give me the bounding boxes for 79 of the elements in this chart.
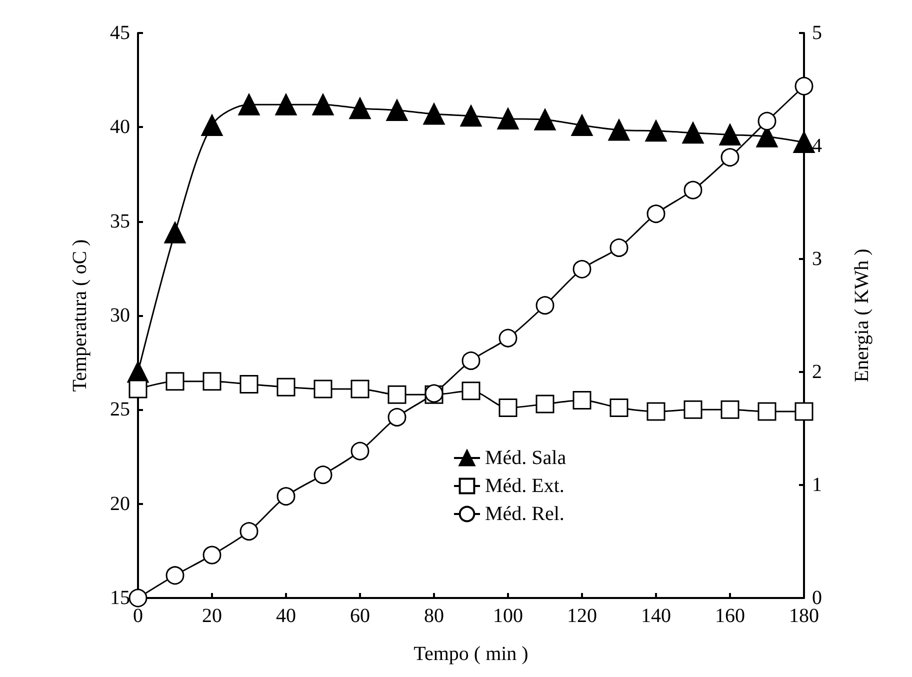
x-axis-title: Tempo ( min ) bbox=[414, 643, 528, 665]
point bbox=[202, 372, 222, 391]
y-axis-title: Temperatura ( oC ) bbox=[69, 239, 91, 392]
y-tick-label: 25 bbox=[110, 398, 130, 421]
legend-label: Méd. Rel. bbox=[485, 503, 564, 525]
x-tick-label: 20 bbox=[202, 605, 222, 627]
point bbox=[166, 566, 184, 585]
point bbox=[238, 94, 260, 116]
point bbox=[646, 402, 666, 421]
point bbox=[794, 402, 814, 421]
point bbox=[388, 408, 406, 426]
point bbox=[720, 148, 740, 167]
point bbox=[534, 108, 556, 130]
point bbox=[462, 382, 480, 400]
point bbox=[386, 99, 408, 121]
point bbox=[202, 546, 222, 564]
x-tick-label: 120 bbox=[567, 605, 597, 627]
point bbox=[497, 108, 519, 130]
point bbox=[498, 398, 518, 418]
point bbox=[610, 398, 628, 418]
point bbox=[314, 466, 332, 484]
x-tick-label: 100 bbox=[493, 605, 523, 627]
point bbox=[240, 522, 258, 541]
y-tick-label: 20 bbox=[110, 492, 130, 515]
point bbox=[572, 260, 592, 278]
point bbox=[719, 124, 741, 146]
x-tick-label: 160 bbox=[715, 605, 745, 627]
point bbox=[349, 98, 371, 120]
y-tick-label: 45 bbox=[110, 22, 130, 44]
point bbox=[571, 114, 593, 136]
x-tick-label: 80 bbox=[424, 605, 444, 627]
x-tick-label: 140 bbox=[641, 605, 671, 627]
point bbox=[276, 378, 296, 396]
y2-axis-title: Energia ( KWh ) bbox=[851, 248, 873, 382]
point bbox=[758, 402, 776, 421]
point bbox=[536, 394, 554, 414]
point bbox=[608, 119, 630, 141]
point bbox=[314, 380, 332, 398]
x-tick-label: 60 bbox=[350, 605, 370, 627]
point bbox=[682, 122, 704, 144]
point bbox=[610, 238, 628, 257]
point bbox=[572, 391, 592, 410]
point bbox=[684, 180, 702, 200]
y-tick-label: 35 bbox=[110, 210, 130, 232]
legend-label: Méd. Sala bbox=[485, 447, 566, 469]
point bbox=[388, 385, 406, 404]
point bbox=[684, 400, 702, 419]
point bbox=[201, 114, 223, 136]
x-tick-label: 40 bbox=[276, 605, 296, 627]
legend-label: Méd. Ext. bbox=[485, 475, 564, 497]
y2-tick-label: 4 bbox=[812, 135, 822, 157]
y-tick-label: 30 bbox=[110, 304, 130, 326]
point bbox=[350, 442, 370, 460]
y2-tick-label: 5 bbox=[812, 22, 822, 44]
y-tick-label: 15 bbox=[110, 587, 130, 609]
point bbox=[423, 103, 445, 125]
point bbox=[240, 374, 258, 394]
y2-tick-label: 3 bbox=[812, 248, 822, 270]
point bbox=[128, 588, 148, 608]
point bbox=[166, 372, 184, 391]
point bbox=[720, 400, 740, 419]
point bbox=[276, 487, 296, 506]
point bbox=[350, 380, 370, 398]
point bbox=[645, 120, 667, 142]
point bbox=[758, 112, 776, 130]
y2-tick-label: 1 bbox=[812, 474, 822, 496]
point bbox=[275, 94, 297, 116]
point bbox=[164, 222, 186, 244]
point bbox=[128, 380, 148, 398]
y2-tick-label: 2 bbox=[812, 361, 822, 383]
point bbox=[462, 351, 480, 370]
point bbox=[312, 94, 334, 116]
point bbox=[646, 204, 666, 224]
point bbox=[498, 328, 518, 348]
x-tick-label: 0 bbox=[133, 605, 143, 627]
y-tick-label: 40 bbox=[110, 116, 130, 138]
point bbox=[794, 76, 814, 96]
point bbox=[460, 105, 482, 127]
point bbox=[536, 296, 554, 315]
